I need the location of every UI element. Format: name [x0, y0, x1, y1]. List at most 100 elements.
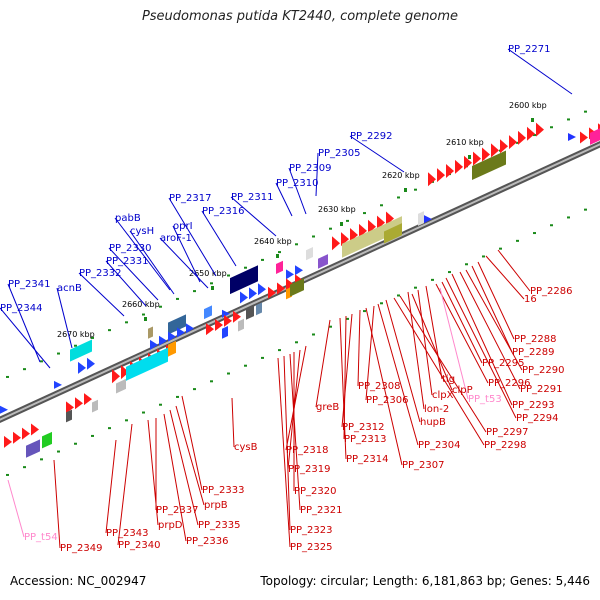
gene-arrow[interactable]	[536, 122, 544, 137]
label-reverse-pp-2290[interactable]: PP_2290	[522, 365, 565, 376]
label-forward-pp-2292[interactable]: PP_2292	[350, 131, 393, 142]
gene-block[interactable]	[418, 211, 424, 226]
label-reverse-pp-2306[interactable]: PP_2306	[366, 395, 409, 406]
gene-arrow[interactable]	[268, 286, 276, 299]
gene-arrow-group[interactable]	[206, 310, 241, 336]
gene-arrow[interactable]	[277, 282, 285, 295]
gene-arrow[interactable]	[87, 357, 95, 370]
label-reverse-pp-2307[interactable]: PP_2307	[402, 460, 445, 471]
label-forward-pp-2271[interactable]: PP_2271	[508, 44, 551, 55]
gene-arrow[interactable]	[121, 365, 129, 380]
gene-arrow[interactable]	[22, 427, 30, 440]
label-reverse-pp-2343[interactable]: PP_2343	[106, 528, 149, 539]
label-forward-pp-2310[interactable]: PP_2310	[276, 178, 319, 189]
label-reverse-prpb[interactable]: prpB	[204, 500, 228, 511]
gene-arrow[interactable]	[150, 339, 158, 350]
gene-arrow[interactable]	[568, 132, 576, 141]
label-rna-pp-t53[interactable]: PP_t53	[468, 394, 502, 405]
label-reverse-pp-2333[interactable]: PP_2333	[202, 485, 245, 496]
gene-arrow[interactable]	[464, 155, 472, 170]
gene-arrow[interactable]	[112, 369, 120, 384]
label-reverse-pp-2321[interactable]: PP_2321	[300, 505, 343, 516]
gene-arrow[interactable]	[224, 314, 232, 327]
label-forward-pp-2330[interactable]: PP_2330	[109, 243, 152, 254]
gene-arrow[interactable]	[186, 323, 194, 334]
gene-block[interactable]	[590, 128, 600, 145]
label-reverse-tig[interactable]: tig	[442, 374, 455, 385]
gene-arrow[interactable]	[168, 331, 176, 342]
gene-arrow[interactable]	[518, 130, 526, 145]
label-reverse-pp-2308[interactable]: PP_2308	[358, 381, 401, 392]
gene-block[interactable]	[26, 439, 40, 458]
label-forward-pp-2341[interactable]: PP_2341	[8, 279, 51, 290]
label-reverse-pp-2340[interactable]: PP_2340	[118, 540, 161, 551]
label-reverse-pp-2323[interactable]: PP_2323	[290, 525, 333, 536]
gene-arrow[interactable]	[455, 159, 463, 174]
gene-arrow[interactable]	[31, 423, 39, 436]
gene-block[interactable]	[472, 150, 506, 181]
label-forward-pp-2344[interactable]: PP_2344	[0, 303, 43, 314]
gene-block[interactable]	[168, 314, 186, 335]
label-rna-pp-t54[interactable]: PP_t54	[24, 532, 58, 543]
gene-arrow-group[interactable]	[332, 211, 394, 251]
gene-arrow[interactable]	[580, 131, 588, 144]
gene-block[interactable]	[290, 278, 304, 297]
gene-arrow[interactable]	[54, 380, 62, 389]
gene-block[interactable]	[230, 265, 258, 295]
gene-arrow[interactable]	[368, 219, 376, 234]
label-reverse-pp-2337[interactable]: PP_2337	[156, 505, 199, 516]
gene-block[interactable]	[204, 305, 212, 320]
label-forward-cysh[interactable]: cysH	[130, 226, 154, 237]
gene-arrow[interactable]	[428, 172, 436, 187]
gene-arrow[interactable]	[0, 405, 8, 414]
gene-arrow-group[interactable]	[286, 265, 303, 280]
label-forward-pp-2316[interactable]: PP_2316	[202, 206, 245, 217]
gene-arrow-group[interactable]	[428, 122, 544, 187]
gene-arrow[interactable]	[377, 215, 385, 230]
gene-block[interactable]	[42, 431, 52, 449]
gene-arrow[interactable]	[341, 232, 349, 247]
gene-arrow[interactable]	[258, 283, 266, 296]
label-reverse-pp-2325[interactable]: PP_2325	[290, 542, 333, 553]
label-reverse-pp-2314[interactable]: PP_2314	[346, 454, 389, 465]
gene-arrow[interactable]	[159, 335, 167, 346]
gene-arrow-group[interactable]	[78, 357, 95, 374]
label-reverse-pp-2304[interactable]: PP_2304	[418, 440, 461, 451]
gene-arrow[interactable]	[482, 147, 490, 162]
gene-block[interactable]	[306, 247, 313, 261]
gene-arrow[interactable]	[446, 163, 454, 178]
gene-features[interactable]	[0, 122, 600, 458]
gene-arrow[interactable]	[215, 319, 223, 332]
gene-arrow[interactable]	[437, 168, 445, 183]
label-reverse-pp-2319[interactable]: PP_2319	[288, 464, 331, 475]
gene-arrow[interactable]	[177, 327, 185, 338]
label-reverse-pp-2295[interactable]: PP_2295	[482, 358, 525, 369]
gene-block[interactable]	[238, 318, 244, 332]
gene-arrow-group[interactable]	[240, 283, 266, 304]
gene-block[interactable]	[126, 347, 168, 381]
gene-arrow[interactable]	[350, 228, 358, 243]
gene-arrow[interactable]	[78, 361, 86, 374]
gene-arrow[interactable]	[66, 401, 74, 414]
gene-block[interactable]	[168, 340, 176, 357]
gene-arrow[interactable]	[4, 435, 12, 448]
gene-block[interactable]	[342, 216, 402, 258]
label-reverse-lon-2[interactable]: lon-2	[424, 404, 449, 415]
gene-block[interactable]	[92, 399, 98, 413]
gene-block[interactable]	[66, 409, 72, 423]
gene-block[interactable]	[276, 260, 283, 275]
gene-arrow[interactable]	[500, 139, 508, 154]
gene-block[interactable]	[148, 326, 153, 339]
label-forward-pp-2311[interactable]: PP_2311	[231, 192, 274, 203]
label-reverse-pp-2294[interactable]: PP_2294	[516, 413, 559, 424]
label-reverse-prpd[interactable]: prpD	[158, 520, 183, 531]
gene-arrow[interactable]	[206, 323, 214, 336]
label-reverse-cysb[interactable]: cysB	[234, 442, 258, 453]
gene-arrow[interactable]	[249, 287, 257, 300]
label-reverse-clpp[interactable]: clpP	[452, 385, 473, 396]
gene-block[interactable]	[318, 254, 328, 269]
gene-block[interactable]	[246, 306, 254, 320]
label-forward-pp-2331[interactable]: PP_2331	[106, 256, 149, 267]
gene-arrow[interactable]	[295, 265, 303, 276]
label-forward-acnb[interactable]: acnB	[57, 283, 82, 294]
